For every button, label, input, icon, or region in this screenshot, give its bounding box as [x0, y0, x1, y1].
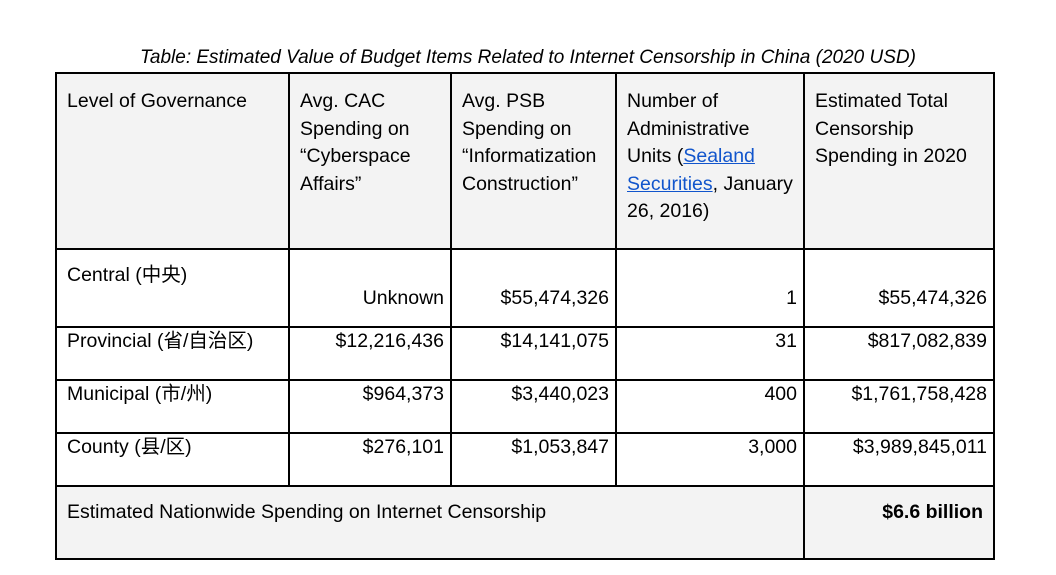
total-row: Estimated Nationwide Spending on Interne… [55, 485, 995, 560]
cell-psb: $14,141,075 [450, 326, 617, 381]
header-cac: Avg. CAC Spending on “Cyberspace Affairs… [288, 72, 452, 250]
budget-table: Level of Governance Avg. CAC Spending on… [55, 72, 995, 560]
cell-cac: $12,216,436 [288, 326, 452, 381]
cell-cac: Unknown [288, 248, 452, 328]
cell-units: 400 [615, 379, 805, 434]
cell-level: Municipal (市/州) [55, 379, 290, 434]
cell-psb: $55,474,326 [450, 248, 617, 328]
header-row: Level of Governance Avg. CAC Spending on… [55, 72, 995, 250]
cell-cac: $276,101 [288, 432, 452, 487]
header-level: Level of Governance [55, 72, 290, 250]
cell-level: Central (中央) [55, 248, 290, 328]
table-row: Provincial (省/自治区) $12,216,436 $14,141,0… [55, 326, 995, 381]
cell-cac: $964,373 [288, 379, 452, 434]
table-row: County (县/区) $276,101 $1,053,847 3,000 $… [55, 432, 995, 487]
cell-psb: $3,440,023 [450, 379, 617, 434]
cell-level: County (县/区) [55, 432, 290, 487]
total-value: $6.6 billion [803, 485, 995, 560]
table-row: Central (中央) Unknown $55,474,326 1 $55,4… [55, 248, 995, 328]
cell-total: $3,989,845,011 [803, 432, 995, 487]
header-units: Number of Administrative Units (Sealand … [615, 72, 805, 250]
table-row: Municipal (市/州) $964,373 $3,440,023 400 … [55, 379, 995, 434]
sealand-securities-link[interactable]: Sealand Securities [627, 145, 755, 195]
cell-units: 31 [615, 326, 805, 381]
header-psb: Avg. PSB Spending on “Informatization Co… [450, 72, 617, 250]
units-prefix: Number of Administrative Units ( [627, 90, 750, 167]
cell-units: 1 [615, 248, 805, 328]
units-suffix: , January 26, 2016) [627, 172, 793, 223]
cell-total: $55,474,326 [803, 248, 995, 328]
cell-level: Provincial (省/自治区) [55, 326, 290, 381]
header-total: Estimated Total Censorship Spending in 2… [803, 72, 995, 250]
cell-total: $817,082,839 [803, 326, 995, 381]
cell-units: 3,000 [615, 432, 805, 487]
table-caption: Table: Estimated Value of Budget Items R… [140, 47, 916, 68]
total-label: Estimated Nationwide Spending on Interne… [55, 485, 805, 560]
cell-total: $1,761,758,428 [803, 379, 995, 434]
cell-psb: $1,053,847 [450, 432, 617, 487]
